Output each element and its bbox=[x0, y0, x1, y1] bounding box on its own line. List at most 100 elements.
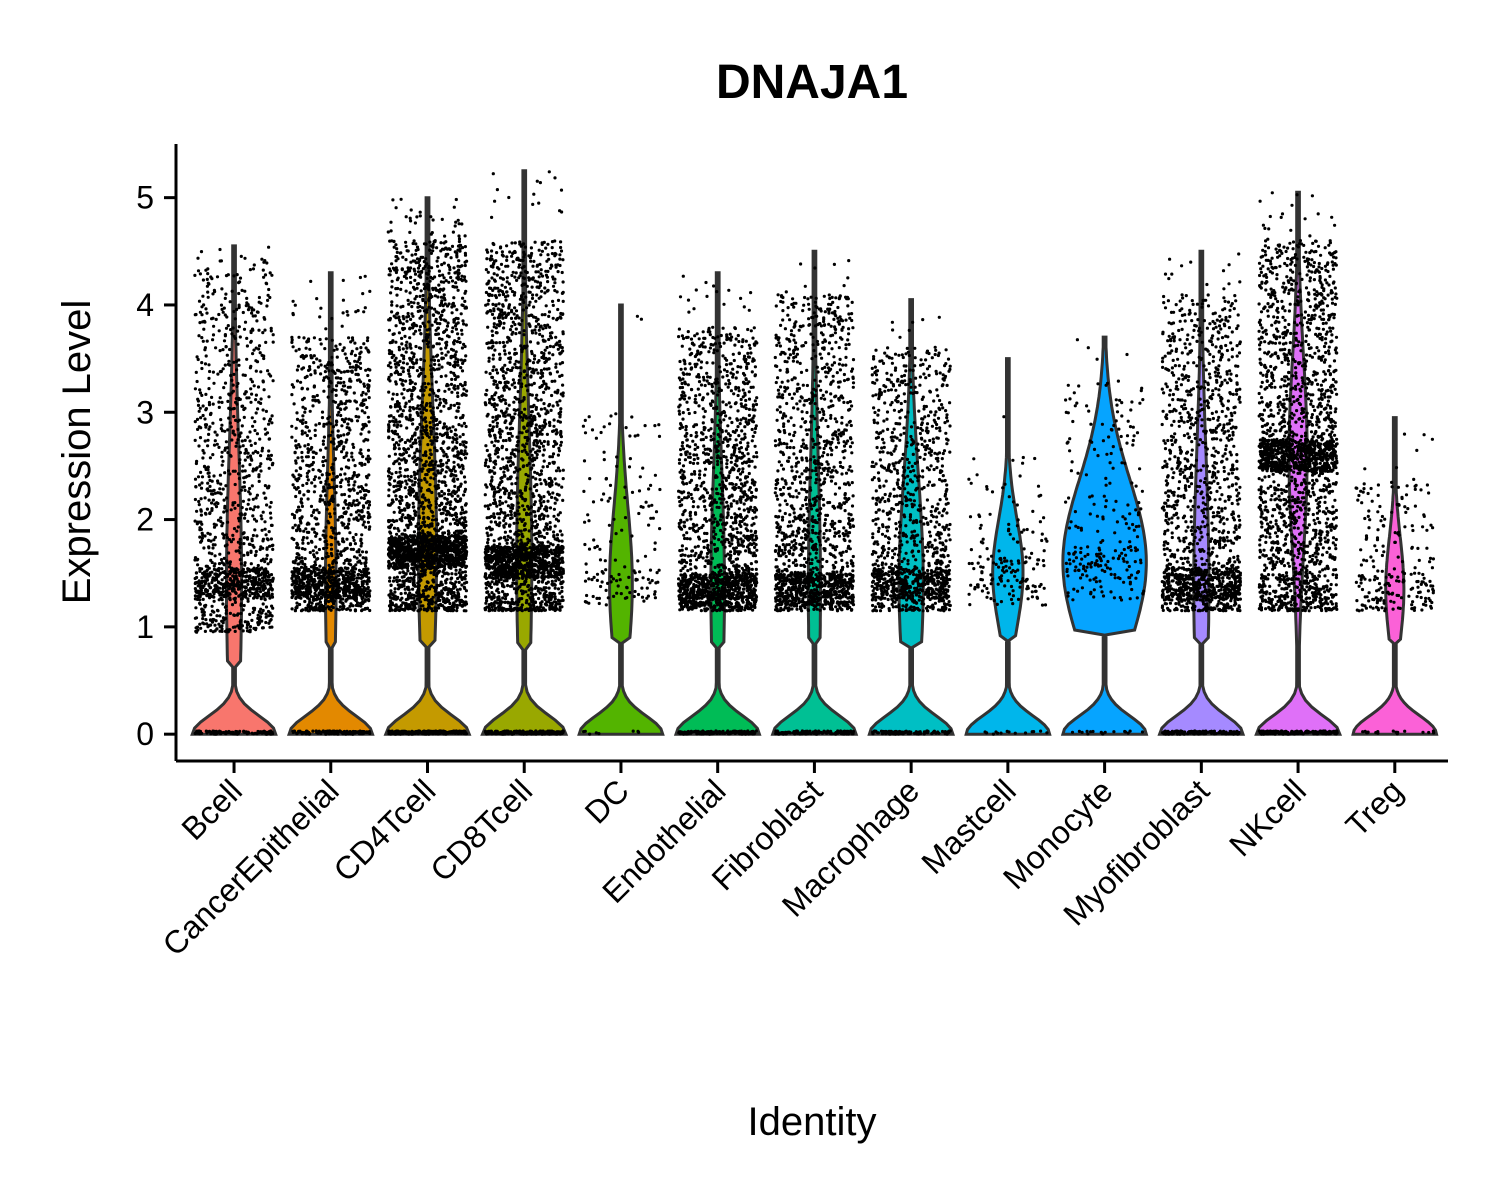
data-point bbox=[425, 276, 429, 281]
data-point bbox=[359, 604, 363, 608]
data-point bbox=[422, 260, 426, 264]
data-point bbox=[348, 542, 353, 546]
data-point bbox=[303, 431, 307, 435]
data-point bbox=[425, 580, 429, 584]
data-point bbox=[393, 452, 397, 456]
data-point bbox=[313, 475, 317, 479]
data-point bbox=[431, 242, 435, 246]
data-point bbox=[263, 598, 267, 602]
data-point bbox=[259, 514, 263, 518]
data-point bbox=[220, 619, 224, 623]
data-point bbox=[269, 453, 273, 457]
data-point bbox=[343, 384, 347, 388]
data-point bbox=[448, 513, 452, 517]
data-point bbox=[225, 572, 229, 577]
data-point bbox=[330, 575, 334, 579]
data-point bbox=[247, 396, 251, 400]
data-point bbox=[452, 205, 456, 209]
data-point bbox=[309, 504, 314, 508]
data-point bbox=[217, 312, 221, 317]
data-point bbox=[198, 321, 202, 325]
data-point bbox=[342, 729, 346, 734]
data-point bbox=[248, 612, 252, 617]
data-point bbox=[200, 475, 205, 479]
data-point bbox=[267, 593, 271, 598]
data-point bbox=[398, 359, 402, 363]
data-point bbox=[231, 569, 235, 573]
data-point bbox=[359, 576, 363, 581]
data-point bbox=[204, 587, 208, 592]
data-point bbox=[225, 315, 229, 319]
data-point bbox=[236, 568, 240, 572]
data-point bbox=[241, 310, 245, 315]
data-point bbox=[221, 310, 225, 314]
data-point bbox=[255, 360, 260, 364]
data-point bbox=[439, 458, 443, 463]
data-point bbox=[301, 582, 306, 586]
data-point bbox=[406, 438, 410, 442]
data-point bbox=[291, 473, 295, 477]
data-point bbox=[338, 407, 342, 411]
data-point bbox=[315, 393, 319, 398]
data-point bbox=[322, 529, 326, 533]
violin-dc bbox=[577, 303, 665, 736]
data-point bbox=[356, 572, 361, 577]
data-point bbox=[312, 569, 316, 573]
data-point bbox=[262, 388, 266, 392]
data-point bbox=[312, 450, 316, 454]
data-point bbox=[305, 530, 309, 534]
data-point bbox=[211, 421, 215, 425]
data-point bbox=[334, 556, 339, 560]
data-point bbox=[198, 310, 202, 314]
data-point bbox=[315, 517, 319, 521]
violin-fibroblast bbox=[770, 249, 859, 736]
data-point bbox=[360, 550, 365, 554]
data-point bbox=[408, 269, 412, 273]
data-point bbox=[200, 481, 204, 485]
data-point bbox=[302, 336, 306, 340]
data-point bbox=[428, 296, 433, 300]
data-point bbox=[345, 426, 349, 430]
data-point bbox=[259, 607, 263, 611]
data-point bbox=[229, 454, 233, 458]
data-point bbox=[436, 522, 440, 526]
data-point bbox=[257, 479, 261, 483]
data-point bbox=[318, 448, 323, 452]
data-point bbox=[252, 596, 256, 600]
data-point bbox=[301, 483, 305, 487]
data-point bbox=[219, 418, 223, 422]
data-point bbox=[218, 370, 222, 374]
data-point bbox=[400, 519, 404, 523]
data-point bbox=[347, 517, 351, 521]
data-point bbox=[324, 493, 328, 498]
data-point bbox=[254, 519, 259, 523]
data-point bbox=[363, 306, 367, 310]
data-point bbox=[232, 334, 236, 338]
data-point bbox=[431, 245, 435, 249]
data-point bbox=[405, 426, 409, 430]
data-point bbox=[312, 577, 316, 582]
data-point bbox=[242, 480, 246, 484]
data-point bbox=[215, 614, 219, 618]
data-point bbox=[426, 345, 430, 349]
data-point bbox=[216, 372, 220, 376]
data-point bbox=[444, 353, 448, 357]
data-point bbox=[297, 575, 301, 579]
data-point bbox=[361, 556, 365, 560]
data-point bbox=[444, 328, 448, 332]
data-point bbox=[214, 346, 218, 350]
data-point bbox=[339, 376, 343, 381]
data-point bbox=[324, 337, 328, 341]
data-point bbox=[430, 442, 434, 446]
data-point bbox=[352, 499, 356, 503]
data-point bbox=[208, 484, 212, 488]
data-point bbox=[212, 610, 216, 614]
data-point bbox=[346, 359, 350, 363]
data-point bbox=[367, 383, 371, 388]
data-point bbox=[199, 470, 203, 474]
data-point bbox=[346, 526, 350, 530]
data-point bbox=[394, 497, 399, 501]
data-point bbox=[201, 404, 205, 408]
data-point bbox=[324, 459, 328, 463]
data-point bbox=[319, 372, 323, 376]
